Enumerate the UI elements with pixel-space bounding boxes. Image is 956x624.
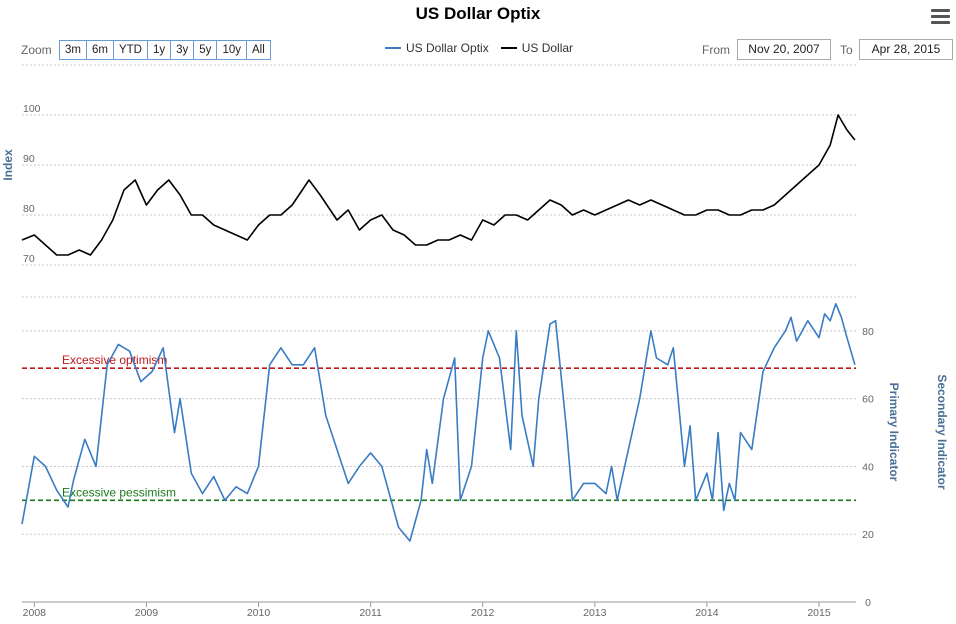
bottom-ytick-label-20: 20: [862, 529, 874, 541]
to-date-input[interactable]: Apr 28, 2015: [859, 39, 953, 60]
xtick-label-2013: 2013: [583, 607, 607, 619]
chart-title: US Dollar Optix: [415, 4, 541, 23]
legend-label-optix: US Dollar Optix: [406, 41, 489, 55]
xtick-label-2011: 2011: [359, 607, 382, 619]
from-date-input[interactable]: Nov 20, 2007: [737, 39, 831, 60]
hamburger-menu-icon[interactable]: [931, 9, 950, 24]
top-ytick-label-90: 90: [23, 153, 35, 165]
zoom-ytd-button[interactable]: YTD: [112, 40, 148, 60]
zoom-5y-button[interactable]: 5y: [193, 40, 218, 60]
top-ytick-label-70: 70: [23, 253, 35, 265]
legend-item-optix[interactable]: US Dollar Optix: [385, 41, 489, 55]
zoom-3m-button[interactable]: 3m: [59, 40, 87, 60]
legend-swatch-dollar: [500, 47, 517, 49]
annotation-label-1: Excessive pessimism: [62, 485, 176, 499]
xtick-label-2014: 2014: [695, 607, 719, 619]
primary-y-axis-title: Primary Indicator: [887, 383, 901, 482]
from-label: From: [702, 43, 730, 57]
xtick-label-2012: 2012: [471, 607, 495, 619]
annotation-label-0: Excessive optimism: [62, 353, 167, 367]
zoom-10y-button[interactable]: 10y: [216, 40, 247, 60]
legend: US Dollar Optix US Dollar: [385, 41, 585, 55]
zoom-button-group: 3m 6m YTD 1y 3y 5y 10y All: [59, 40, 271, 60]
zoom-1y-button[interactable]: 1y: [146, 40, 172, 60]
top-ytick-label-80: 80: [23, 203, 35, 215]
legend-swatch-optix: [385, 47, 401, 49]
bottom-ytick-label-40: 40: [862, 461, 874, 473]
top-y-axis-title: Index: [1, 149, 15, 181]
top-ytick-label-100: 100: [23, 103, 41, 115]
secondary-y-axis-title: Secondary Indicator: [935, 374, 949, 490]
legend-label-dollar: US Dollar: [521, 41, 574, 55]
zoom-label: Zoom: [21, 43, 52, 57]
bottom-ytick-label-80: 80: [862, 326, 874, 338]
bottom-ytick-label-60: 60: [862, 394, 874, 406]
xtick-label-2009: 2009: [135, 607, 159, 619]
zoom-3y-button[interactable]: 3y: [170, 40, 195, 60]
legend-item-dollar[interactable]: US Dollar: [500, 41, 574, 55]
bottom-ytick-label-0: 0: [865, 597, 871, 609]
xtick-label-2015: 2015: [807, 607, 831, 619]
xtick-label-2010: 2010: [247, 607, 271, 619]
us-dollar-series-line: [21, 114, 856, 256]
us-dollar-optix-series-line: [21, 303, 856, 542]
xtick-label-2008: 2008: [23, 607, 47, 619]
to-label: To: [840, 43, 853, 57]
zoom-all-button[interactable]: All: [245, 40, 271, 60]
